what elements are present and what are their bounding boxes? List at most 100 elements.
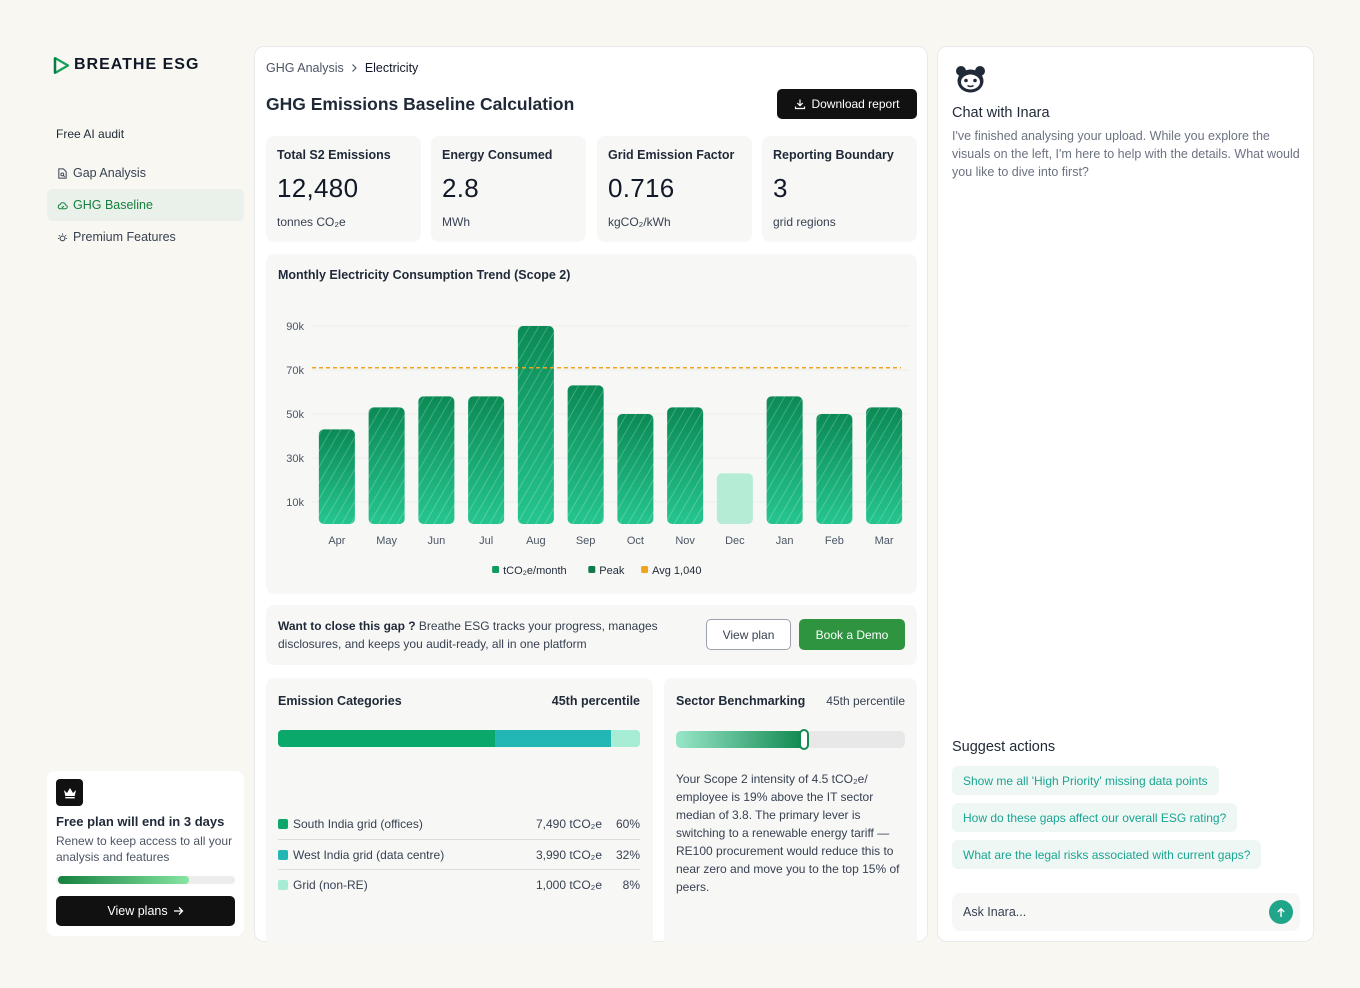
sidebar: BREATHE ESG Free AI audit Gap Analysis G… [47,47,244,940]
suggestion-chip[interactable]: What are the legal risks associated with… [952,840,1262,869]
x-tick-label: Aug [526,535,546,547]
book-demo-button[interactable]: Book a Demo [799,619,905,650]
download-icon [795,99,806,110]
bar-hatch [418,396,455,524]
category-percent: 8% [622,878,640,892]
suggest-actions-title: Suggest actions [952,739,1056,755]
plan-description: Renew to keep access to all your analysi… [56,834,233,864]
suggestion-chip[interactable]: How do these gaps affect our overall ESG… [952,803,1238,832]
cloud-icon [57,201,68,209]
y-tick-label: 30k [286,453,304,465]
kpi-label: Reporting Boundary [773,148,894,162]
category-name: Grid (non-RE) [293,878,368,892]
brand-logo[interactable]: BREATHE ESG [53,55,244,75]
sidebar-item-label: Gap Analysis [73,166,146,180]
plan-expiry-card: Free plan will end in 3 days Renew to ke… [47,771,244,936]
kpi-unit: grid regions [773,215,836,229]
assistant-message: I've finished analysing your upload. Whi… [952,129,1300,179]
sidebar-item-label: Premium Features [73,230,176,244]
bar-hatch [766,396,803,524]
legend-swatch [278,850,288,860]
crown-badge [56,779,83,806]
y-tick-label: 10k [286,497,304,509]
category-name: South India grid (offices) [293,817,423,831]
chat-input-bar [952,893,1300,931]
download-report-button[interactable]: Download report [777,89,917,119]
sidebar-item-premium-features[interactable]: Premium Features [47,221,244,253]
chat-panel: Chat with Inara I've finished analysing … [937,46,1314,942]
breadcrumb-item-ghg-analysis[interactable]: GHG Analysis [266,61,344,75]
ask-inara-input[interactable] [963,893,1263,931]
row-divider [278,869,640,870]
emission-categories-card: Emission Categories 45th percentile Sout… [266,678,653,943]
legend-label: Avg 1,040 [652,565,701,577]
category-row-west-india: West India grid (data centre) 3,990 tCO₂… [278,840,640,870]
sidebar-item-label: GHG Baseline [73,198,153,212]
bar-hatch [318,429,355,524]
main-panel: GHG Analysis Electricity GHG Emissions B… [254,46,928,943]
arrow-up-icon [1277,907,1285,917]
legend-swatch [278,819,288,829]
sidebar-item-gap-analysis[interactable]: Gap Analysis [47,157,244,189]
emission-categories-percentile: 45th percentile [551,694,640,708]
view-plan-button[interactable]: View plan [706,619,791,650]
kpi-unit: kgCO₂/kWh [608,215,671,229]
x-tick-label: Jun [428,535,446,547]
y-tick-label: 50k [286,409,304,421]
x-tick-label: Jul [479,535,493,547]
consumption-chart-card: 10k 30k 50k 70k 90k Apr May Jun Jul Aug Sep Oct Nov D… [266,254,917,594]
suggestion-chip[interactable]: Show me all 'High Priority' missing data… [952,766,1219,795]
sparkle-icon [57,232,68,241]
x-tick-label: Jan [776,535,794,547]
breathe-logo-icon [53,56,70,74]
chat-title: Chat with Inara [952,105,1050,121]
brand-name: BREATHE ESG [74,56,200,73]
category-percent: 60% [615,817,640,831]
x-tick-label: Sep [576,535,596,547]
plan-progress-bar [56,876,235,884]
category-value: 3,990 tCO₂e [535,848,602,862]
kpi-value: 0.716 [608,173,675,203]
bar-hatch [567,385,604,524]
emission-categories-title: Emission Categories [278,694,402,708]
gap-cta-text: Want to close this gap ? Breathe ESG tra… [278,617,678,653]
bar-hatch [816,414,853,524]
plan-title: Free plan will end in 3 days [56,814,225,829]
bar-hatch [368,407,405,524]
share-segment [611,730,640,747]
y-tick-label: 90k [286,321,304,333]
benchmark-description: Your Scope 2 intensity of 4.5 tCO₂e/ emp… [676,772,900,894]
benchmark-marker [798,729,809,750]
download-report-label: Download report [811,97,900,111]
kpi-card-energy-consumed: Energy Consumed 2.8 MWh [431,136,586,242]
share-segment [278,730,496,747]
kpi-value: 2.8 [442,173,480,203]
plan-progress-fill [58,876,190,884]
sidebar-item-ghg-baseline[interactable]: GHG Baseline [47,189,244,221]
bar-hatch [667,407,704,524]
breadcrumb: GHG Analysis Electricity [266,61,418,75]
gap-cta-card: Want to close this gap ? Breathe ESG tra… [266,605,917,665]
legend-swatch [641,566,649,573]
category-value: 1,000 tCO₂e [535,878,602,892]
consumption-bar-chart: 10k 30k 50k 70k 90k Apr May Jun Jul Aug Sep Oct Nov D… [286,321,909,577]
legend-swatch [588,566,596,573]
nav-section-label: Free AI audit [56,127,125,141]
category-row-grid-non-re: Grid (non-RE) 1,000 tCO₂e 8% [278,870,640,900]
benchmarking-percentile: 45th percentile [826,694,905,708]
category-percent: 32% [615,848,640,862]
page-title: GHG Emissions Baseline Calculation [266,94,575,114]
kpi-label: Grid Emission Factor [608,148,735,162]
legend-swatch [492,566,500,573]
kpi-card-reporting-boundary: Reporting Boundary 3 grid regions [762,136,917,242]
bar-hatch [517,326,554,524]
view-plans-button[interactable]: View plans [56,896,235,926]
send-button[interactable] [1269,900,1293,924]
y-tick-label: 70k [286,365,304,377]
kpi-unit: tonnes CO₂e [277,215,346,229]
category-name: West India grid (data centre) [293,848,445,862]
gap-cta-lead: Want to close this gap ? [278,619,416,633]
legend-swatch [278,880,288,890]
bar-dec [716,473,753,524]
gap-cta-body: Breathe ESG tracks your progress, manage… [278,619,658,651]
